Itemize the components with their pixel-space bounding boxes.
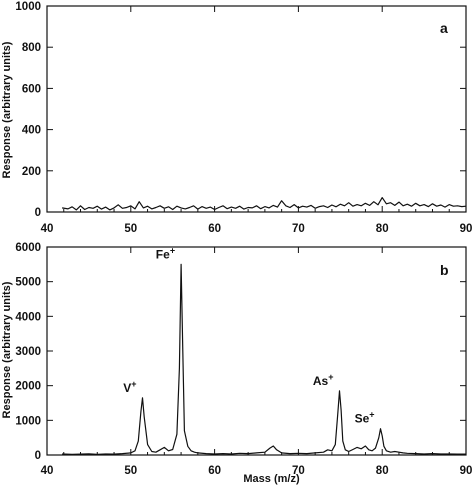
x-tick-label: 70 (292, 465, 305, 477)
x-tick-label: 80 (376, 465, 389, 477)
peak-label: V+ (123, 379, 136, 395)
x-tick-label: 60 (208, 223, 221, 235)
y-tick-label: 0 (35, 207, 41, 219)
y-tick-label: 1000 (15, 415, 41, 427)
y-tick-label: 1000 (15, 1, 41, 13)
series-line (62, 263, 466, 455)
peak-label: Fe+ (156, 245, 175, 261)
y-tick-label: 0 (35, 450, 41, 462)
peak-label: Se+ (355, 410, 375, 426)
panel-label: a (440, 20, 448, 36)
x-tick-label: 90 (460, 223, 473, 235)
chart-panel-b: 40 50 60 70 80 90 0 1000 2000 3000 4000 5000 6000 Res… (1, 242, 472, 485)
panel-label: b (440, 262, 449, 278)
x-tick-label: 50 (124, 223, 137, 235)
x-tick-label: 90 (460, 465, 473, 477)
y-tick-label: 2000 (15, 381, 41, 393)
peak-label: As+ (313, 372, 334, 388)
y-tick-label: 800 (22, 42, 41, 54)
series-line (61, 197, 467, 211)
y-tick-label: 6000 (15, 242, 41, 254)
x-tick-label: 70 (292, 223, 305, 235)
y-axis-title: Response (arbitrary units) (1, 41, 13, 178)
x-tick-label: 40 (41, 223, 54, 235)
y-tick-label: 400 (22, 125, 41, 137)
y-tick-label: 5000 (15, 277, 41, 289)
y-tick-label: 3000 (15, 346, 41, 358)
x-tick-label: 80 (376, 223, 389, 235)
plot-frame (46, 5, 467, 213)
x-tick-label: 50 (124, 465, 137, 477)
x-tick-label: 40 (41, 465, 54, 477)
chart-panel-a: 40 50 60 70 80 90 0 200 400 600 800 1000 Response (a… (1, 1, 472, 235)
y-tick-label: 4000 (15, 311, 41, 323)
y-tick-label: 200 (22, 166, 41, 178)
y-tick-label: 600 (22, 83, 41, 95)
x-axis-title: Mass (m/z) (243, 473, 300, 485)
x-tick-label: 60 (208, 465, 221, 477)
plot-frame (46, 246, 467, 456)
y-axis-title: Response (arbitrary units) (1, 281, 13, 418)
